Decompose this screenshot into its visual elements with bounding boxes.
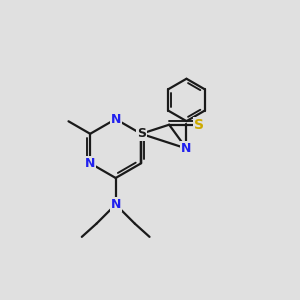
Text: N: N [110,112,121,126]
Text: N: N [85,157,95,170]
Text: S: S [137,127,146,140]
Text: N: N [181,142,192,155]
Text: N: N [110,198,121,211]
Text: S: S [194,118,204,132]
